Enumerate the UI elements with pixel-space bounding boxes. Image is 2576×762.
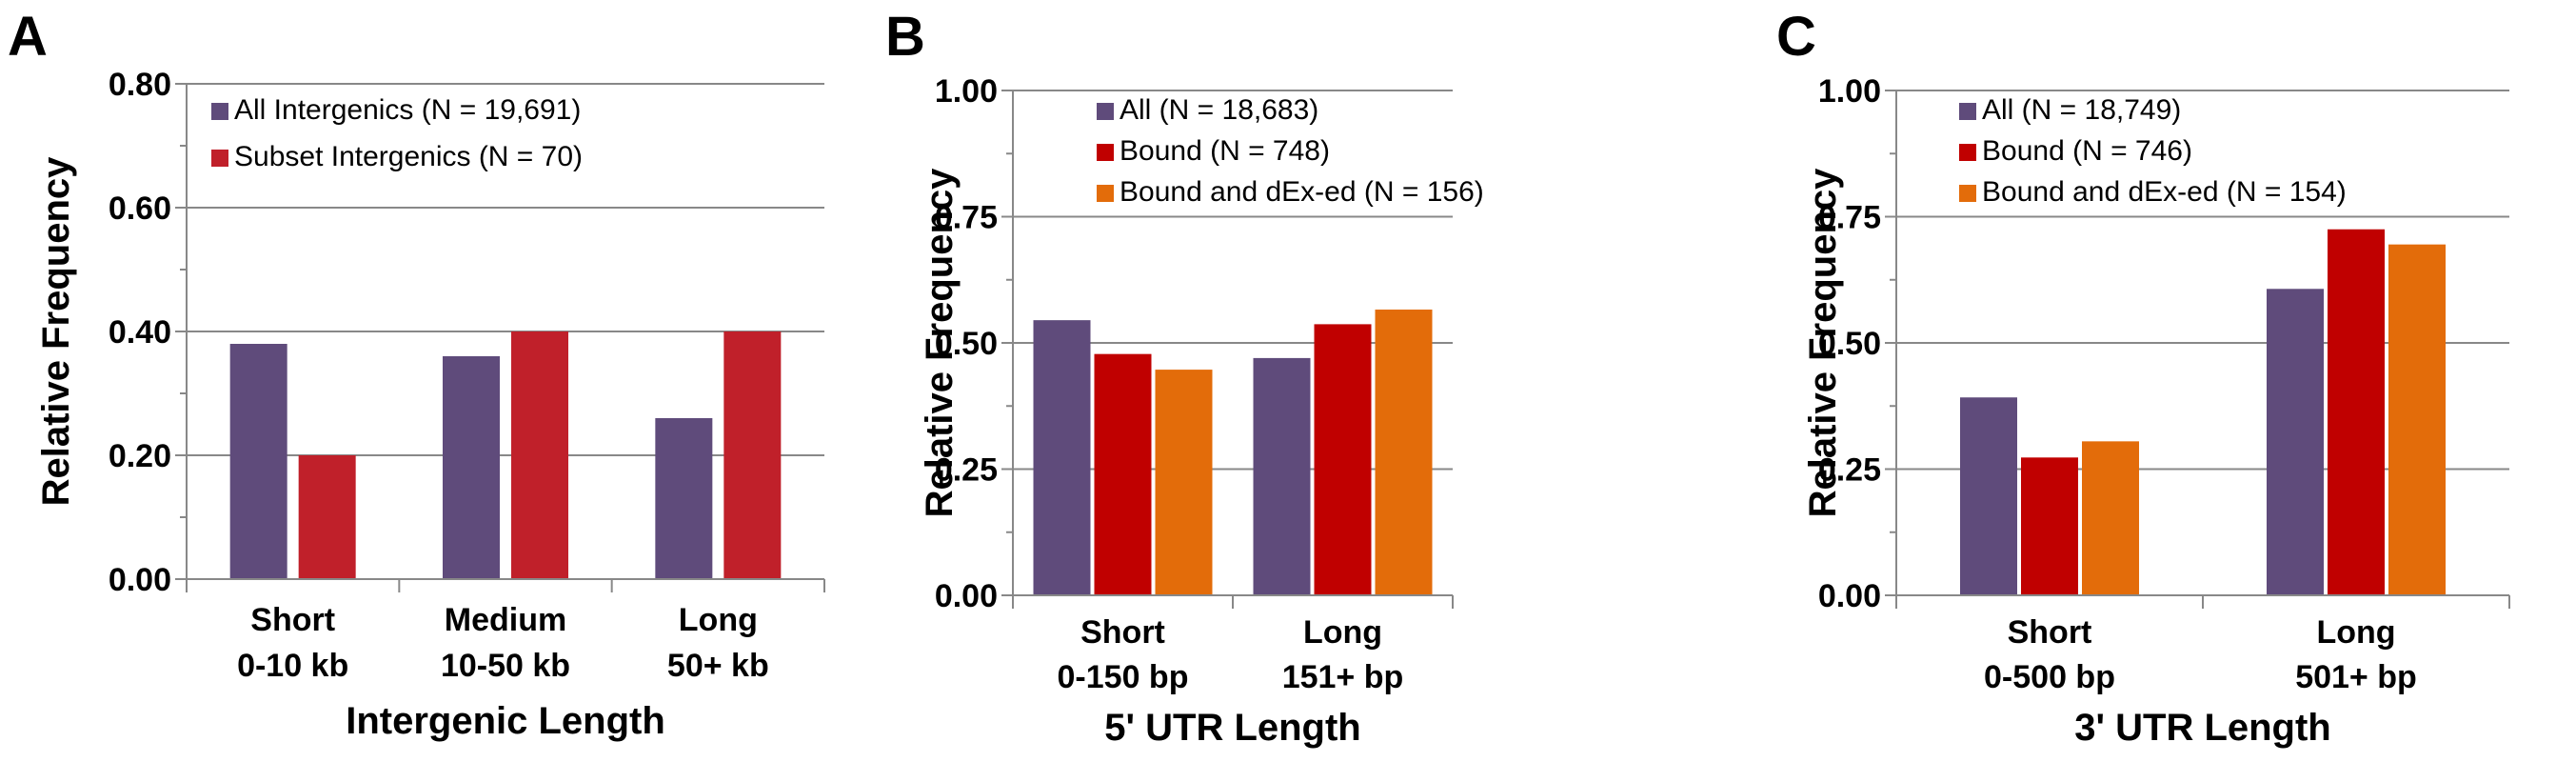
y-tick-label: 0.00: [935, 578, 998, 614]
bar: [1155, 370, 1213, 595]
x-category-label: Long: [679, 602, 758, 638]
legend-label: All (N = 18,749): [1982, 94, 2181, 126]
bar: [229, 344, 287, 579]
bar: [1960, 397, 2017, 595]
bar: [2388, 244, 2446, 595]
x-category-sublabel: 501+ bp: [2295, 659, 2417, 695]
x-category-sublabel: 0-500 bp: [1984, 659, 2115, 695]
bar: [1375, 310, 1433, 595]
bar: [723, 331, 782, 579]
x-category-sublabel: 0-10 kb: [237, 648, 348, 684]
y-tick-label: 0.25: [1818, 452, 1881, 489]
bar: [2082, 441, 2139, 595]
legend-swatch: [1959, 103, 1976, 120]
bar: [2328, 229, 2385, 595]
panel-letter: C: [1776, 6, 1816, 68]
y-tick-label: 0.50: [935, 326, 998, 362]
bar: [298, 455, 356, 579]
bar: [2021, 457, 2078, 595]
y-tick-label: 0.25: [935, 452, 998, 489]
x-axis-title: 5' UTR Length: [1104, 707, 1361, 749]
chart-panel-b: B 0.00 0.25 0.50 0.75 1.00 Short 0-150 bp Long 15…: [885, 6, 1484, 749]
bar: [655, 418, 713, 579]
bar: [2267, 289, 2324, 595]
legend-label: Bound (N = 748): [1120, 135, 1330, 167]
legend-label: Bound and dEx-ed (N = 154): [1982, 176, 2347, 208]
x-axis-title: Intergenic Length: [346, 700, 665, 742]
x-category-sublabel: 50+ kb: [667, 648, 769, 684]
bar: [1033, 320, 1091, 595]
x-category-sublabel: 0-150 bp: [1058, 659, 1189, 695]
y-tick-label: 0.00: [1818, 578, 1881, 614]
x-category-label: Long: [2316, 614, 2395, 651]
chart-panel-a: A 0.00 0.20 0.40 0.60 0.80 Short 0-10 kb Medium 1…: [8, 6, 825, 742]
legend-swatch: [211, 103, 228, 120]
legend-swatch: [1097, 103, 1114, 120]
legend-label: Bound (N = 746): [1982, 135, 2192, 167]
y-axis-title: Relative Frequency: [35, 156, 77, 507]
legend-swatch: [1959, 144, 1976, 161]
y-tick-label: 1.00: [1818, 73, 1881, 110]
y-tick-label: 0.60: [109, 190, 171, 227]
legend-label: Bound and dEx-ed (N = 156): [1120, 176, 1484, 208]
legend-label: Subset Intergenics (N = 70): [234, 141, 583, 172]
x-category-sublabel: 151+ bp: [1282, 659, 1404, 695]
y-tick-label: 0.40: [109, 314, 171, 351]
x-category-label: Short: [2008, 614, 2092, 651]
bar: [443, 356, 500, 579]
legend-label: All Intergenics (N = 19,691): [234, 94, 581, 126]
legend-swatch: [1097, 185, 1114, 202]
x-category-label: Short: [1080, 614, 1165, 651]
legend-swatch: [211, 150, 228, 167]
x-category-sublabel: 10-50 kb: [441, 648, 570, 684]
x-category-label: Short: [250, 602, 335, 638]
y-axis-title: Relative Frequency: [919, 168, 961, 518]
x-category-label: Medium: [445, 602, 566, 638]
y-tick-label: 0.80: [109, 67, 171, 103]
bar: [511, 331, 568, 579]
x-category-label: Long: [1303, 614, 1382, 651]
panel-letter: B: [885, 6, 925, 68]
panel-letter: A: [8, 6, 48, 68]
bar: [1253, 357, 1311, 595]
bar: [1314, 324, 1372, 595]
y-tick-label: 0.50: [1818, 326, 1881, 362]
legend-swatch: [1097, 144, 1114, 161]
y-tick-label: 0.20: [109, 438, 171, 474]
y-axis-title: Relative Frequency: [1802, 168, 1844, 518]
legend-swatch: [1959, 185, 1976, 202]
bar: [1094, 353, 1152, 595]
y-tick-label: 0.00: [109, 562, 171, 598]
y-tick-label: 1.00: [935, 73, 998, 110]
legend-label: All (N = 18,683): [1120, 94, 1318, 126]
y-tick-label: 0.75: [1818, 200, 1881, 236]
y-tick-label: 0.75: [935, 200, 998, 236]
chart-panel-c: C 0.00 0.25 0.50 0.75 1.00 Short 0-500 bp Long 50…: [1776, 6, 2510, 749]
x-axis-title: 3' UTR Length: [2074, 707, 2331, 749]
